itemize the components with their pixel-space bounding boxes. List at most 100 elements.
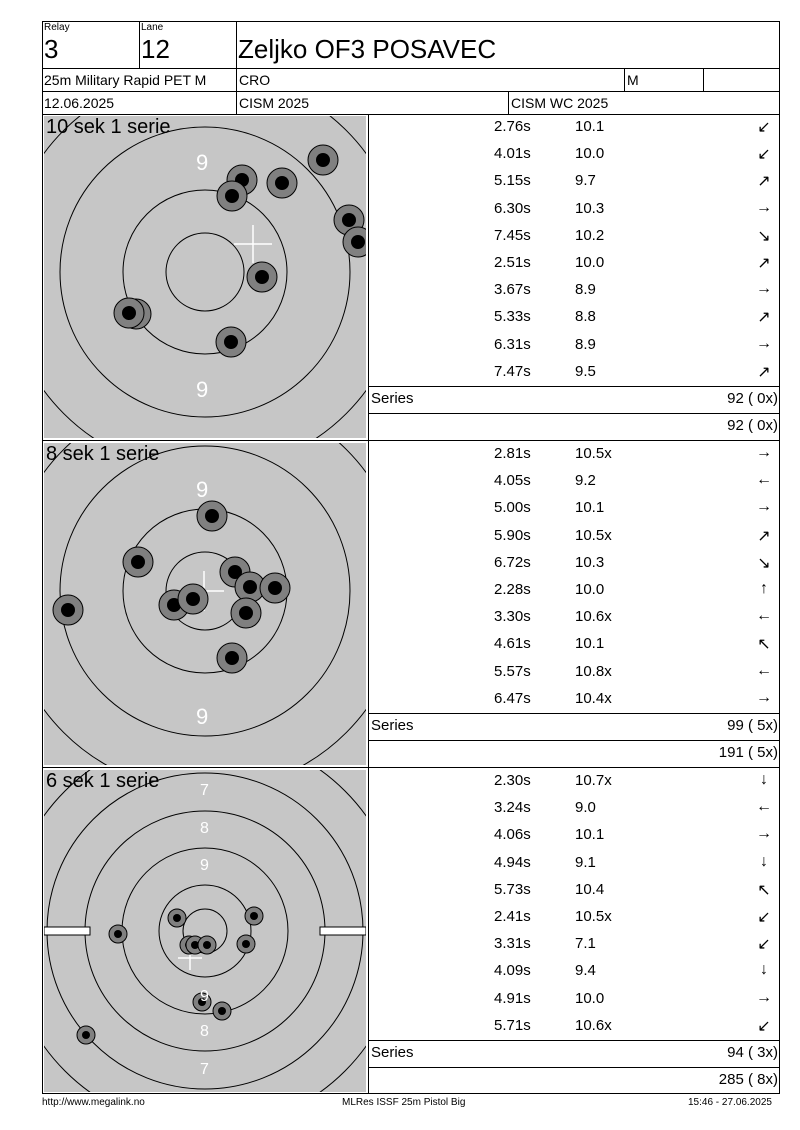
direction-arrow-icon: ↘: [757, 554, 771, 572]
shot-score: 10.5x: [575, 526, 612, 544]
direction-arrow-icon: ←: [756, 798, 772, 816]
direction-arrow-icon: ←: [756, 607, 772, 625]
ring-label: 9: [200, 988, 209, 1005]
shot-score: 9.2: [575, 472, 596, 490]
shot-time: 2.30s: [494, 772, 531, 789]
series-title-3: 6 sek 1 serie: [46, 770, 160, 792]
direction-arrow-icon: ↙: [757, 146, 771, 164]
direction-arrow-icon: ↖: [757, 881, 771, 899]
target-rings-2: [4, 390, 406, 792]
header-divider-3: [42, 114, 780, 115]
shot-score: 9.4: [575, 962, 596, 980]
direction-arrow-icon: ↗: [757, 363, 771, 381]
shot-time: 4.09s: [494, 962, 531, 980]
direction-arrow-icon: ↓: [760, 771, 768, 788]
shot-score: 10.0: [575, 581, 605, 598]
ring-label: 7: [200, 782, 209, 799]
direction-arrow-icon: →: [756, 198, 772, 216]
direction-arrow-icon: →: [756, 825, 772, 843]
lane-label: Lane: [141, 22, 164, 33]
direction-arrow-icon: ↗: [757, 309, 771, 327]
shot-time: 5.00s: [494, 499, 531, 517]
header-vdiv-gender2: [703, 68, 704, 91]
shot-score: 9.0: [575, 799, 596, 817]
shot-score: 10.6x: [575, 1016, 612, 1034]
shot-score: 9.1: [575, 853, 596, 871]
running-divider: [368, 740, 780, 741]
shot-time: 4.94s: [494, 853, 531, 871]
series-total: 92 ( 0x): [727, 390, 778, 407]
nation: CRO: [239, 72, 271, 88]
event-name: 25m Military Rapid PET M: [44, 72, 207, 88]
shot-score: 10.4: [575, 880, 605, 898]
direction-arrow-icon: →: [756, 444, 772, 461]
gender: M: [627, 72, 639, 88]
header-divider-1: [42, 68, 780, 69]
shot-score: 10.1: [575, 826, 605, 844]
results-card: [42, 21, 780, 1094]
shot-time: 3.67s: [494, 281, 531, 299]
direction-arrow-icon: ↗: [757, 527, 771, 545]
shot-holes-3: [76, 906, 264, 1045]
target-rings-3: [0, 695, 441, 1130]
shot-time: 2.81s: [494, 445, 531, 462]
series-divider: [368, 386, 780, 387]
series-total: 99 ( 5x): [727, 717, 778, 734]
shot-time: 5.33s: [494, 308, 531, 326]
header-vdiv-lane: [236, 21, 237, 114]
direction-arrow-icon: ↗: [757, 173, 771, 191]
direction-arrow-icon: ↘: [757, 227, 771, 245]
direction-arrow-icon: →: [756, 988, 772, 1006]
ring-label: 9: [196, 150, 209, 175]
footer-software: MLRes ISSF 25m Pistol Big: [342, 1097, 466, 1108]
competition: CISM 2025: [239, 95, 310, 111]
shot-time: 4.61s: [494, 635, 531, 653]
shot-score: 8.8: [575, 308, 596, 326]
shot-score: 8.9: [575, 281, 596, 299]
shot-time: 5.73s: [494, 880, 531, 898]
shot-time: 2.28s: [494, 581, 531, 598]
shot-score: 10.3: [575, 553, 605, 571]
shot-time: 5.15s: [494, 172, 531, 190]
relay-label: Relay: [44, 22, 70, 33]
target-rings-1: [4, 71, 406, 473]
section-divider-1: [42, 440, 780, 441]
athlete-name: Zeljko OF3 POSAVEC: [238, 34, 497, 64]
direction-arrow-icon: →: [756, 334, 772, 352]
header-vdiv-gender: [624, 68, 625, 91]
ring-label: 9: [200, 857, 209, 874]
section-divider-2: [42, 767, 780, 768]
shot-time: 5.71s: [494, 1016, 531, 1034]
shot-score: 10.7x: [575, 772, 612, 789]
direction-arrow-icon: ↙: [757, 1017, 771, 1035]
header-divider-2: [42, 91, 780, 92]
shot-time: 3.31s: [494, 935, 531, 953]
shot-score: 10.1: [575, 499, 605, 517]
shot-score: 10.8x: [575, 662, 612, 680]
panel-divider: [368, 114, 369, 1094]
direction-arrow-icon: ←: [756, 661, 772, 679]
shot-time: 3.24s: [494, 799, 531, 817]
direction-arrow-icon: →: [756, 498, 772, 516]
shot-time: 6.72s: [494, 553, 531, 571]
shot-time: 2.51s: [494, 254, 531, 271]
shot-score: 10.0: [575, 145, 605, 163]
direction-arrow-icon: ↓: [760, 852, 768, 870]
date: 12.06.2025: [44, 95, 115, 111]
running-total: 285 ( 8x): [718, 1071, 778, 1088]
running-divider: [368, 413, 780, 414]
lane-value: 12: [141, 34, 170, 64]
shot-score: 10.4x: [575, 689, 612, 707]
shot-score: 7.1: [575, 935, 596, 953]
championship: CISM WC 2025: [511, 95, 609, 111]
direction-arrow-icon: ↑: [760, 580, 768, 597]
direction-arrow-icon: ↙: [757, 119, 771, 136]
shot-score: 10.0: [575, 254, 605, 271]
target-series-2: 9 9 8 sek 1 serie: [4, 390, 406, 792]
series-divider: [368, 713, 780, 714]
shot-time: 4.91s: [494, 989, 531, 1007]
ring-label: 8: [200, 820, 209, 837]
footer-url: http://www.megalink.no: [42, 1097, 145, 1108]
ring-label: 9: [196, 377, 209, 402]
footer-timestamp: 15:46 - 27.06.2025: [688, 1097, 772, 1108]
